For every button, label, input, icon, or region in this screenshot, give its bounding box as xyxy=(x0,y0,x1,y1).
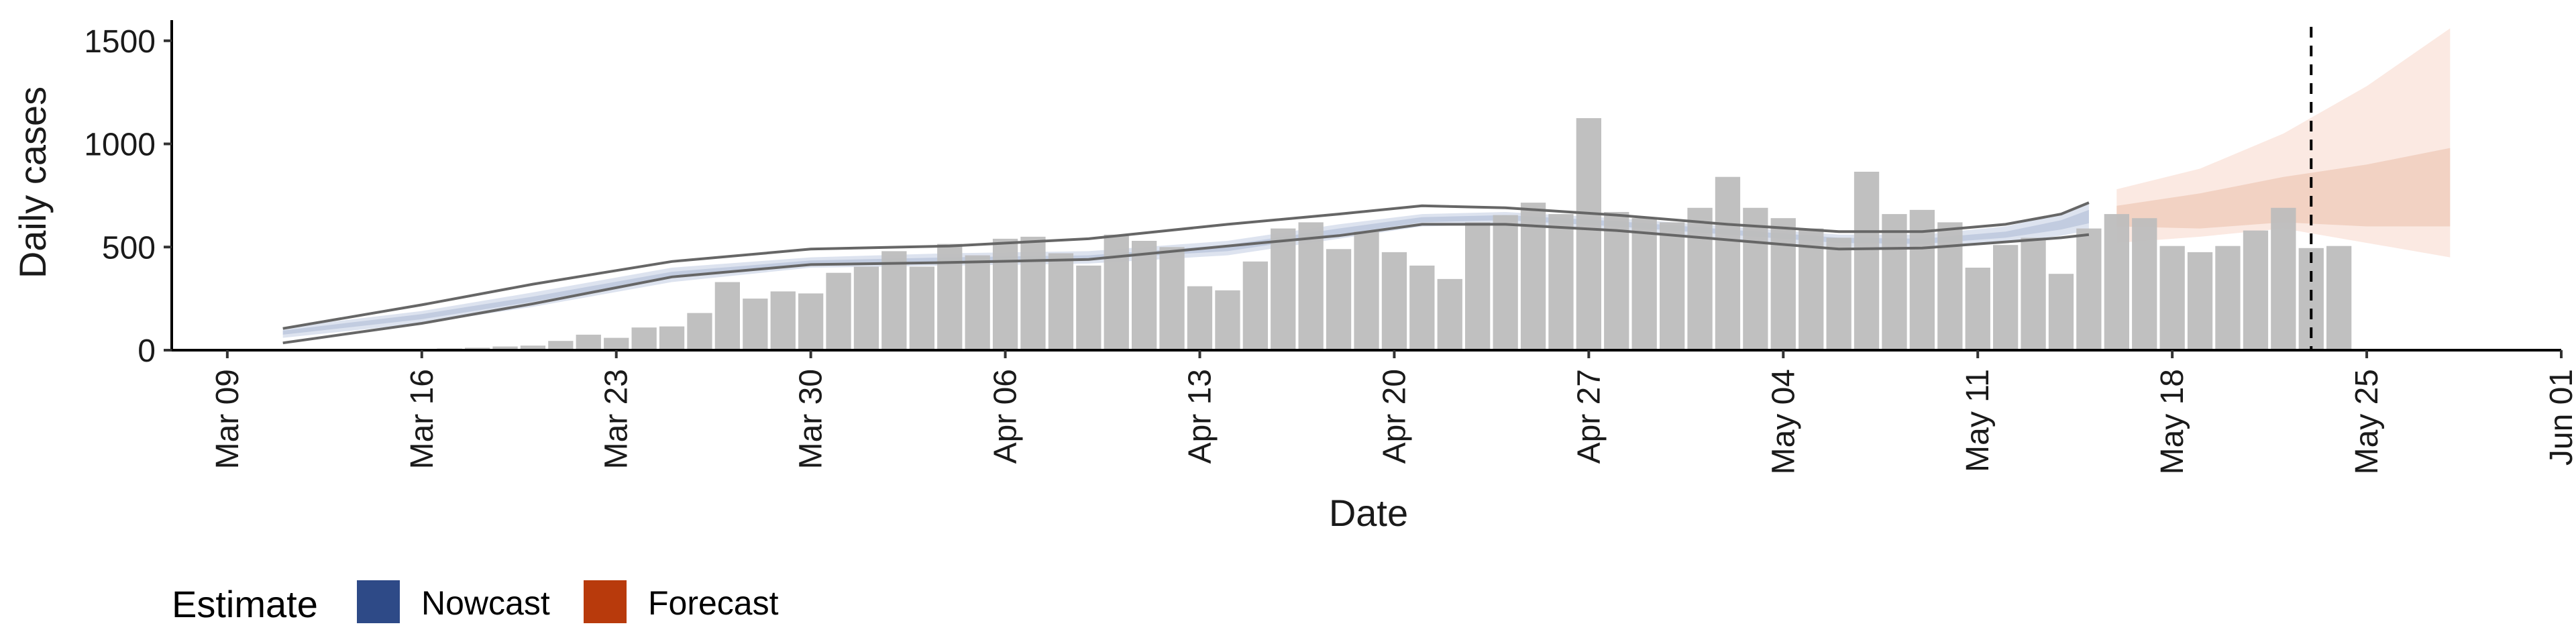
x-tick-label: May 11 xyxy=(1960,369,1996,472)
bar xyxy=(909,266,934,350)
legend-swatch-nowcast xyxy=(357,580,400,623)
bar xyxy=(1826,237,1851,350)
bar xyxy=(714,282,740,350)
bar xyxy=(1132,241,1157,350)
x-tick-label: Apr 13 xyxy=(1183,369,1218,464)
bar xyxy=(1465,222,1491,350)
bar xyxy=(1604,212,1629,350)
bar xyxy=(2243,230,2269,350)
bar xyxy=(492,346,518,350)
lower-estimate-line xyxy=(282,223,2090,345)
x-axis-title: Date xyxy=(1329,492,1408,534)
axes: 0 500 1000 1500 Mar 09 Mar 16 Mar 23 Mar 30 Apr … xyxy=(84,20,2576,474)
bar xyxy=(687,313,712,350)
bar xyxy=(770,291,796,350)
x-tick-label: Apr 20 xyxy=(1377,369,1412,464)
bar xyxy=(548,341,574,350)
bar xyxy=(2271,207,2296,350)
x-tick-label: Apr 06 xyxy=(988,369,1024,464)
x-tick-label: Mar 16 xyxy=(405,369,440,469)
bar xyxy=(1993,245,2019,350)
x-tick-label: May 25 xyxy=(2349,369,2385,474)
legend-swatch-forecast xyxy=(584,580,627,623)
bar xyxy=(853,266,879,350)
y-tick-label: 0 xyxy=(138,333,156,369)
bar xyxy=(1548,214,1574,350)
y-axis-title: Daily cases xyxy=(11,87,54,278)
bar xyxy=(1660,222,1685,350)
bar xyxy=(631,327,657,350)
y-tick-label: 1000 xyxy=(84,127,156,163)
bar xyxy=(2215,246,2241,350)
bar xyxy=(1271,228,1296,350)
legend-label-forecast: Forecast xyxy=(648,584,779,622)
bar xyxy=(576,334,601,350)
bar xyxy=(798,293,824,350)
observed-bars xyxy=(325,118,2352,351)
bar xyxy=(743,299,768,350)
bar xyxy=(826,272,851,350)
bar xyxy=(2104,214,2129,350)
legend-title: Estimate xyxy=(172,583,318,625)
bar xyxy=(1437,278,1462,350)
bar xyxy=(1409,265,1435,350)
bar xyxy=(2132,218,2157,350)
bar xyxy=(1770,218,1796,350)
estimate-lines xyxy=(282,201,2090,345)
x-tick-label: May 18 xyxy=(2155,369,2190,474)
bar xyxy=(965,255,990,350)
x-tick-label: Apr 27 xyxy=(1571,369,1607,464)
x-tick-label: Mar 30 xyxy=(794,369,829,469)
bar xyxy=(1215,290,1240,350)
y-tick-label: 500 xyxy=(102,230,156,266)
bar xyxy=(1159,247,1185,351)
bar xyxy=(1242,261,1268,350)
bar xyxy=(1854,172,1880,350)
bar xyxy=(2159,246,2185,350)
bar xyxy=(520,345,546,350)
axis-labels: Daily cases Date xyxy=(11,87,1408,534)
bar xyxy=(992,238,1018,350)
bar xyxy=(1381,252,1407,350)
legend-label-nowcast: Nowcast xyxy=(421,584,550,622)
legend: Estimate Nowcast Forecast xyxy=(172,580,779,625)
bar xyxy=(937,244,963,350)
bar xyxy=(1965,268,1990,350)
bar xyxy=(2326,246,2352,350)
bar xyxy=(1576,118,1601,350)
bar xyxy=(1298,222,1324,350)
bar xyxy=(1354,231,1379,350)
bar xyxy=(1687,207,1713,350)
bar xyxy=(1048,253,1074,350)
x-tick-label: May 04 xyxy=(1766,369,1801,474)
bar xyxy=(2187,252,2213,350)
bar xyxy=(1493,215,1518,350)
bar xyxy=(1715,176,1741,350)
bar xyxy=(1020,236,1046,350)
bar xyxy=(1743,207,1768,350)
x-tick-label: Mar 09 xyxy=(210,369,246,469)
upper-estimate-line xyxy=(282,201,2090,330)
bar xyxy=(1937,222,1963,350)
bar xyxy=(604,337,629,350)
bar xyxy=(1631,218,1657,350)
bar xyxy=(1326,249,1352,350)
bar xyxy=(881,251,907,350)
bar xyxy=(659,326,685,350)
bar xyxy=(1187,286,1213,350)
bar xyxy=(2076,228,2102,350)
y-tick-label: 1500 xyxy=(84,24,156,60)
bar xyxy=(2021,237,2046,350)
x-tick-label: Mar 23 xyxy=(599,369,635,469)
bar xyxy=(1909,209,1935,350)
forecast-bands xyxy=(2116,28,2451,258)
bar xyxy=(2048,274,2074,350)
x-tick-label: Jun 01 xyxy=(2544,369,2576,466)
forecast-band-inner xyxy=(2116,148,2451,229)
bar xyxy=(1104,234,1129,350)
bar xyxy=(1882,214,1907,350)
bar xyxy=(1076,265,1102,350)
